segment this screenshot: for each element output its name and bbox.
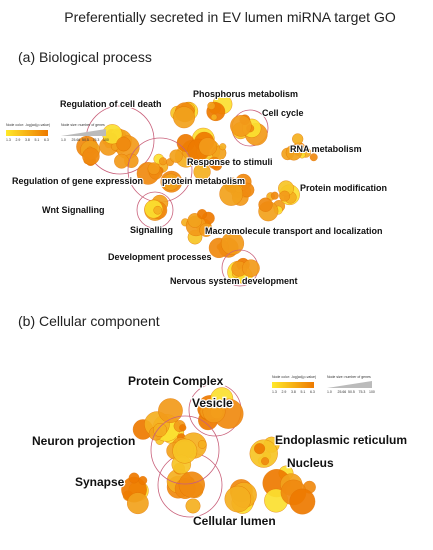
panel-label: (a) Biological process xyxy=(18,49,152,65)
legend-tick: 1.3 xyxy=(272,390,277,394)
node xyxy=(202,400,226,424)
legend-tick: 2.9 xyxy=(16,138,21,142)
color-scale xyxy=(6,130,48,136)
network xyxy=(76,94,318,518)
node xyxy=(289,488,316,515)
legend-tick: 5.1 xyxy=(301,390,306,394)
legend-tick: 50.5 xyxy=(82,138,89,142)
node xyxy=(199,222,214,237)
legend-tick: 75.3 xyxy=(93,138,100,142)
legend-tick: 100 xyxy=(369,390,375,394)
legend-tick: 25.66 xyxy=(338,390,347,394)
legend-title: Node size: number of genes xyxy=(61,123,105,127)
legend-tick: 1.0 xyxy=(61,138,66,142)
cluster-label: Regulation of cell death xyxy=(60,99,162,109)
node xyxy=(153,422,168,437)
node xyxy=(242,259,260,278)
size-scale xyxy=(61,129,106,136)
node xyxy=(162,173,180,191)
legend-tick: 3.8 xyxy=(25,138,30,142)
node xyxy=(198,137,218,156)
cluster-label: Vesicle xyxy=(192,396,233,410)
legend-tick: 1.3 xyxy=(6,138,11,142)
node xyxy=(292,133,304,145)
node xyxy=(158,398,183,423)
node xyxy=(178,471,205,498)
node xyxy=(258,197,273,212)
node xyxy=(261,457,270,466)
node xyxy=(159,157,167,166)
cluster-label: Phosphorus metabolism xyxy=(193,89,298,99)
node xyxy=(138,476,148,485)
node xyxy=(127,492,149,515)
legend-tick: 50.5 xyxy=(348,390,355,394)
cluster-label: RNA metabolism xyxy=(290,144,362,154)
legend-tick: 1.0 xyxy=(327,390,332,394)
node xyxy=(197,440,207,449)
cluster-label: Neuron projection xyxy=(32,434,135,448)
legend-title: Node size: number of genes xyxy=(327,375,371,379)
legend-title: Node color: -log(adj.p-value) xyxy=(6,123,50,127)
node xyxy=(220,231,245,255)
legend-tick: 2.9 xyxy=(282,390,287,394)
node xyxy=(254,443,266,455)
cluster-label: Regulation of gene expression xyxy=(12,176,143,186)
legend-tick: 6.3 xyxy=(310,390,315,394)
cluster-label: Cell cycle xyxy=(262,108,304,118)
cluster-label: Response to stimuli xyxy=(187,157,273,167)
cluster-label: protein metabolism xyxy=(162,176,245,186)
color-scale xyxy=(272,382,314,388)
node xyxy=(211,160,223,171)
node xyxy=(207,101,216,110)
node xyxy=(279,190,291,202)
node xyxy=(219,143,227,151)
legend-tick: 75.3 xyxy=(359,390,366,394)
node xyxy=(82,147,100,165)
node xyxy=(172,438,198,464)
node xyxy=(270,191,279,200)
node xyxy=(185,498,201,514)
cluster-label: Macromolecule transport and localization xyxy=(205,226,383,236)
cluster-label: Synapse xyxy=(75,475,125,489)
node xyxy=(179,424,187,432)
node xyxy=(309,153,318,162)
cluster-outline xyxy=(150,415,220,485)
cluster-label: Protein modification xyxy=(300,183,387,193)
node xyxy=(230,115,252,137)
node xyxy=(116,136,131,152)
node xyxy=(169,149,183,163)
node xyxy=(114,153,129,169)
legend-title: Node color: -log(adj.p-value) xyxy=(272,375,316,379)
panel-label: (b) Cellular component xyxy=(18,313,160,329)
cluster-label: Signalling xyxy=(130,225,173,235)
node xyxy=(197,209,208,220)
node xyxy=(285,144,302,161)
cluster-label: Cellular lumen xyxy=(193,514,276,528)
cluster-label: Protein Complex xyxy=(128,374,224,388)
node xyxy=(210,113,218,121)
legend-tick: 3.8 xyxy=(291,390,296,394)
node xyxy=(173,106,195,129)
cluster-outline xyxy=(136,191,174,229)
node xyxy=(224,485,252,513)
legend-tick: 100 xyxy=(103,138,109,142)
cluster-label: Nervous system development xyxy=(170,276,298,286)
node xyxy=(147,162,161,175)
size-scale xyxy=(327,381,372,388)
figure-title: Preferentially secreted in EV lumen miRN… xyxy=(64,9,396,25)
cluster-label: Development processes xyxy=(108,252,212,262)
node xyxy=(128,472,140,484)
legend-tick: 5.1 xyxy=(35,138,40,142)
legend-tick: 6.3 xyxy=(44,138,49,142)
node xyxy=(219,182,244,206)
legend-tick: 25.66 xyxy=(72,138,81,142)
node xyxy=(153,205,163,215)
node xyxy=(193,163,211,181)
cluster-label: Wnt Signalling xyxy=(42,205,105,215)
cluster-label: Nucleus xyxy=(287,456,334,470)
cluster-label: Endoplasmic reticulum xyxy=(275,433,407,447)
